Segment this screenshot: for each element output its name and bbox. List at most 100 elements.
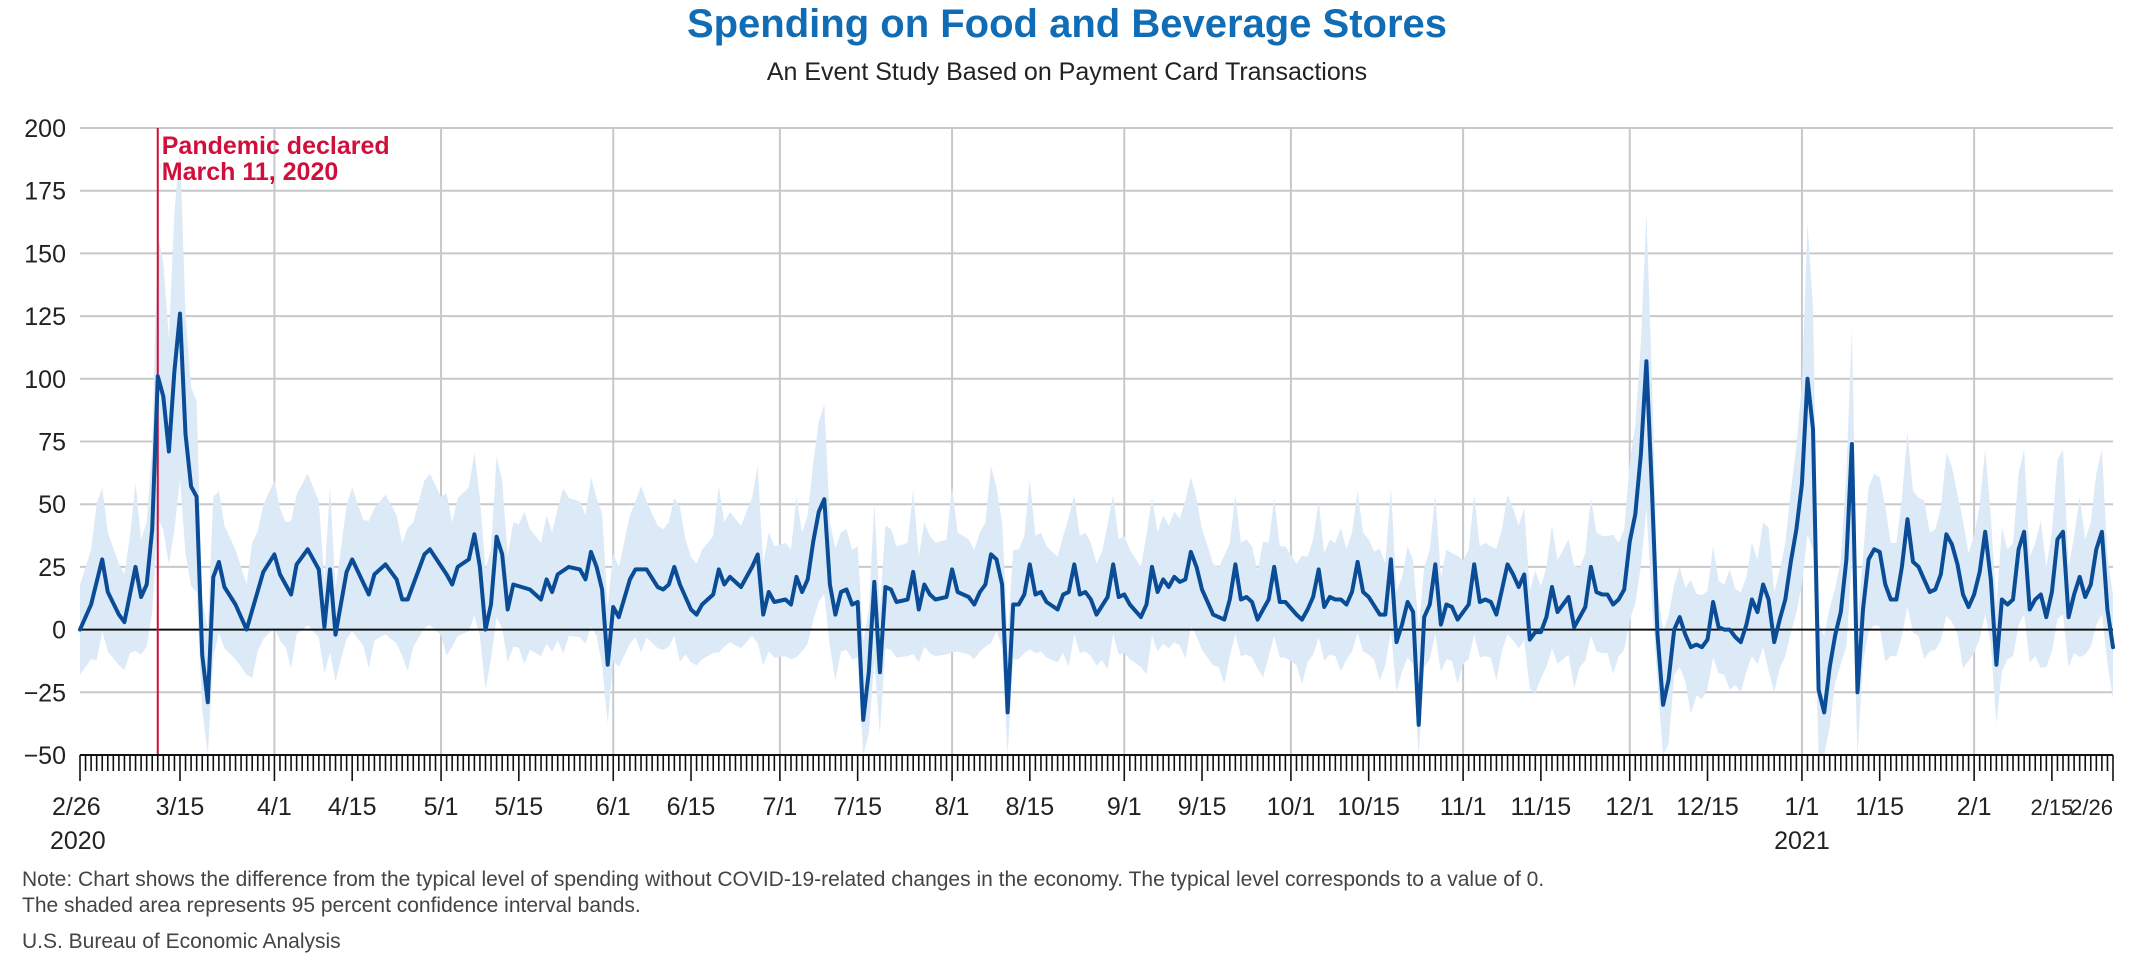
data-point	[983, 583, 987, 586]
data-point	[1683, 633, 1687, 637]
data-point	[1506, 562, 1509, 566]
data-point	[711, 593, 715, 596]
data-point	[789, 603, 793, 606]
data-point	[334, 633, 337, 637]
data-point	[1694, 643, 1698, 647]
data-point	[839, 590, 843, 594]
y-tick-label: −50	[24, 742, 66, 770]
data-point	[1361, 590, 1365, 594]
data-point	[1772, 640, 1776, 644]
data-point	[595, 565, 599, 569]
data-point	[1567, 595, 1571, 599]
y-tick-label: 150	[24, 240, 66, 268]
data-point	[895, 600, 898, 604]
data-point	[272, 552, 276, 556]
data-point	[1306, 608, 1310, 611]
data-point	[2028, 608, 2032, 611]
data-point	[1183, 577, 1187, 581]
data-point	[1167, 585, 1171, 589]
data-point	[245, 628, 249, 632]
x-tick-label: 11/1	[1440, 793, 1487, 821]
data-point	[945, 595, 948, 599]
data-point	[1117, 595, 1121, 599]
data-point	[761, 613, 765, 617]
data-point	[2105, 608, 2109, 611]
chart-note-line-2: The shaded area represents 95 percent co…	[22, 894, 641, 917]
data-point	[1139, 615, 1143, 619]
data-point	[500, 552, 504, 556]
data-point	[589, 550, 593, 554]
data-point	[1733, 635, 1737, 639]
data-point	[200, 653, 204, 657]
data-point	[1028, 562, 1032, 566]
data-point	[2022, 530, 2026, 534]
y-tick-label: 50	[38, 491, 66, 519]
data-point	[1878, 550, 1882, 554]
data-point	[156, 374, 160, 378]
data-point	[1989, 577, 1993, 581]
data-point	[395, 577, 399, 581]
data-point	[1544, 615, 1548, 619]
data-point	[1900, 565, 1904, 569]
data-point	[2011, 598, 2015, 601]
data-point	[1367, 595, 1371, 599]
data-point	[1022, 593, 1026, 596]
data-point	[1550, 585, 1554, 589]
data-point	[1917, 565, 1921, 569]
data-point	[1889, 598, 1893, 601]
data-point	[833, 613, 837, 617]
data-point	[1433, 562, 1437, 566]
y-tick-label: 175	[24, 178, 66, 206]
data-point	[1678, 615, 1682, 619]
series-line-layer	[78, 311, 2115, 727]
data-point	[1017, 603, 1021, 606]
data-point	[1072, 562, 1076, 566]
y-tick-label: 200	[24, 115, 66, 143]
data-point	[100, 557, 104, 561]
data-point	[656, 585, 660, 589]
x-tick-label: 3/15	[156, 793, 205, 821]
data-point	[1828, 665, 1832, 669]
chart-subtitle: An Event Study Based on Payment Card Tra…	[766, 58, 1368, 86]
data-point	[184, 432, 187, 436]
y-tick-label: 100	[24, 366, 66, 394]
data-point	[772, 600, 776, 604]
chart-title: Spending on Food and Beverage Stores	[686, 2, 1448, 46]
data-point	[1639, 452, 1643, 456]
data-point	[1039, 590, 1043, 594]
data-point	[628, 577, 632, 581]
data-point	[1045, 600, 1048, 604]
data-point	[428, 547, 432, 551]
data-point	[1383, 613, 1387, 617]
data-point	[1794, 527, 1798, 531]
data-point	[422, 552, 426, 556]
confidence-interval-band	[80, 148, 2113, 755]
data-point	[1667, 678, 1671, 682]
source-credit: U.S. Bureau of Economic Analysis	[22, 930, 341, 953]
x-tick-label: 9/15	[1178, 793, 1227, 821]
x-tick-label: 10/1	[1267, 793, 1316, 821]
confidence-band-layer	[80, 148, 2113, 755]
data-point	[195, 495, 199, 499]
data-point	[861, 718, 865, 722]
data-point	[1628, 540, 1632, 544]
data-point	[1872, 547, 1876, 551]
data-point	[528, 588, 532, 591]
data-point	[89, 603, 93, 606]
data-point	[1267, 598, 1271, 601]
data-point	[1378, 613, 1382, 617]
data-point	[1978, 570, 1982, 574]
data-point	[1611, 603, 1615, 606]
data-point	[1739, 640, 1743, 644]
data-point	[1744, 623, 1748, 627]
data-point	[1706, 638, 1709, 642]
data-point	[450, 583, 454, 586]
data-point	[2017, 547, 2021, 551]
data-point	[161, 394, 165, 398]
data-point	[1717, 625, 1721, 629]
data-point	[1778, 618, 1782, 622]
data-point	[2072, 593, 2076, 596]
data-point	[972, 603, 976, 606]
data-point	[1322, 605, 1326, 609]
